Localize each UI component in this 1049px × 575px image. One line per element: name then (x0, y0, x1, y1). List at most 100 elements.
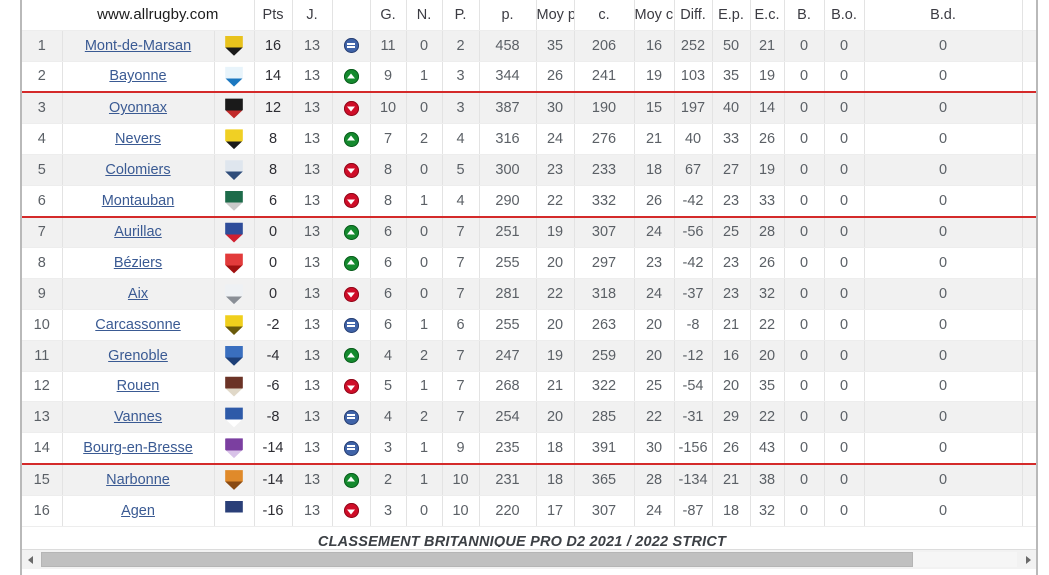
row-tries-against: 14 (750, 92, 785, 125)
row-avg-points-against: 24 (634, 495, 675, 527)
trend-up-icon (343, 472, 359, 488)
team-link[interactable]: Nevers (115, 131, 161, 148)
table-row[interactable]: 5Colomiers8138053002323318672719000VVD (22, 154, 1036, 186)
horizontal-scrollbar[interactable] (22, 549, 1036, 569)
row-draws: 1 (406, 61, 443, 94)
row-team[interactable]: Aix (62, 278, 215, 310)
row-played: 13 (292, 92, 333, 125)
team-link[interactable]: Agen (121, 502, 155, 519)
header-ep[interactable]: E.p. (712, 0, 751, 31)
row-team[interactable]: Grenoble (62, 340, 215, 372)
team-link[interactable]: Colomiers (105, 161, 171, 178)
row-team[interactable]: Bayonne (62, 61, 215, 94)
header-j[interactable]: J. (292, 0, 333, 31)
team-link[interactable]: Bayonne (109, 68, 167, 85)
row-bonus-offensive: 0 (824, 185, 865, 218)
row-wins: 8 (370, 185, 407, 218)
row-avg-points-against: 24 (634, 278, 675, 310)
table-row[interactable]: 15 Narbonne -14 13 2 1 10 231 18 365 28 -134 21 38 0 0 0… (22, 463, 1036, 496)
table-row[interactable]: 10Carcassonne-2136162552026320-82122000D… (22, 309, 1036, 341)
team-link[interactable]: Narbonne (106, 471, 170, 488)
team-link[interactable]: Grenoble (108, 347, 168, 364)
team-link[interactable]: Carcassonne (95, 316, 181, 333)
row-points-against: 322 (574, 371, 635, 403)
row-tries-against: 21 (750, 30, 785, 62)
team-link[interactable]: Bourg-en-Bresse (83, 440, 193, 457)
row-points-against: 276 (574, 123, 635, 155)
row-tries-for: 21 (712, 309, 751, 341)
team-link[interactable]: Oyonnax (108, 100, 168, 117)
team-link[interactable]: Rouen (116, 378, 160, 395)
header-diff[interactable]: Diff. (674, 0, 713, 31)
header-b[interactable]: B. (784, 0, 825, 31)
team-link[interactable]: Aix (127, 286, 149, 303)
row-team[interactable]: Montauban (62, 185, 215, 218)
row-bonus: 0 (784, 340, 825, 372)
row-wins: 4 (370, 401, 407, 434)
scrollbar-track[interactable] (913, 552, 1017, 567)
row-team[interactable]: Mont-de-Marsan (62, 30, 215, 62)
row-team[interactable]: Bourg-en-Bresse (62, 432, 215, 465)
header-ec[interactable]: E.c. (750, 0, 785, 31)
team-link[interactable]: Mont-de-Marsan (84, 37, 192, 54)
team-link[interactable]: Béziers (113, 255, 163, 272)
header-g[interactable]: G. (370, 0, 407, 31)
row-team[interactable]: Oyonnax (62, 92, 215, 125)
table-row[interactable]: 1 Mont-de-Marsan 16 13 11 0 2 458 35 206 16 252 50 21… (22, 30, 1036, 62)
row-team[interactable]: Colomiers (62, 154, 215, 186)
table-row[interactable]: 2Bayonne141391334426241191033519000NVV (22, 61, 1036, 94)
row-team[interactable]: Vannes (62, 401, 215, 434)
scroll-right-arrow-icon[interactable] (1019, 550, 1036, 569)
row-rank: 2 (22, 61, 63, 94)
table-row[interactable]: 4Nevers8137243162427621403326000NDV (22, 123, 1036, 155)
row-team[interactable]: Nevers (62, 123, 215, 155)
row-wins: 8 (370, 154, 407, 186)
row-team[interactable]: Béziers (62, 247, 215, 280)
header-bd[interactable]: B.d. (864, 0, 1023, 31)
team-link[interactable]: Vannes (113, 409, 163, 426)
row-draws: 0 (406, 495, 443, 527)
header-n[interactable]: N. (406, 0, 443, 31)
row-pts: 8 (254, 154, 293, 186)
team-link[interactable]: Aurillac (114, 224, 162, 241)
trend-down-icon (343, 100, 359, 116)
row-points-against: 332 (574, 185, 635, 218)
row-team[interactable]: Carcassonne (62, 309, 215, 341)
header-bo[interactable]: B.o. (824, 0, 865, 31)
row-team[interactable]: Agen (62, 495, 215, 527)
row-team[interactable]: Aurillac (62, 216, 215, 249)
row-form: VDV (1022, 185, 1036, 218)
table-row[interactable]: 14 Bourg-en-Bresse -14 13 3 1 9 235 18 391 30 -156 2… (22, 432, 1036, 465)
row-trend (332, 185, 371, 218)
trend-down-icon (343, 379, 359, 395)
header-moy-p[interactable]: Moy p. (536, 0, 575, 31)
row-team[interactable]: Rouen (62, 371, 215, 403)
row-losses: 7 (442, 247, 480, 280)
header-pts[interactable]: Pts (254, 0, 293, 31)
scroll-left-arrow-icon[interactable] (22, 550, 39, 569)
table-body: 1 Mont-de-Marsan 16 13 11 0 2 458 35 206 16 252 50 21… (22, 30, 1036, 527)
team-link[interactable]: Montauban (101, 192, 175, 209)
row-difference: -156 (674, 432, 713, 465)
scrollbar-thumb[interactable] (41, 552, 913, 567)
row-points-against: 241 (574, 61, 635, 94)
header-p[interactable]: P. (442, 0, 480, 31)
row-crest (214, 463, 255, 496)
row-team[interactable]: Narbonne (62, 463, 215, 496)
row-bonus-offensive: 0 (824, 340, 865, 372)
table-row[interactable]: 3Oyonnax1213100338730190151974014000VVV (22, 92, 1036, 125)
header-moy-c[interactable]: Moy c. (634, 0, 675, 31)
header-c[interactable]: c. (574, 0, 635, 31)
header-points-pour[interactable]: p. (479, 0, 537, 31)
header-form[interactable]: T (1022, 0, 1036, 31)
row-form: DVD (1022, 371, 1036, 403)
row-crest (214, 432, 255, 465)
